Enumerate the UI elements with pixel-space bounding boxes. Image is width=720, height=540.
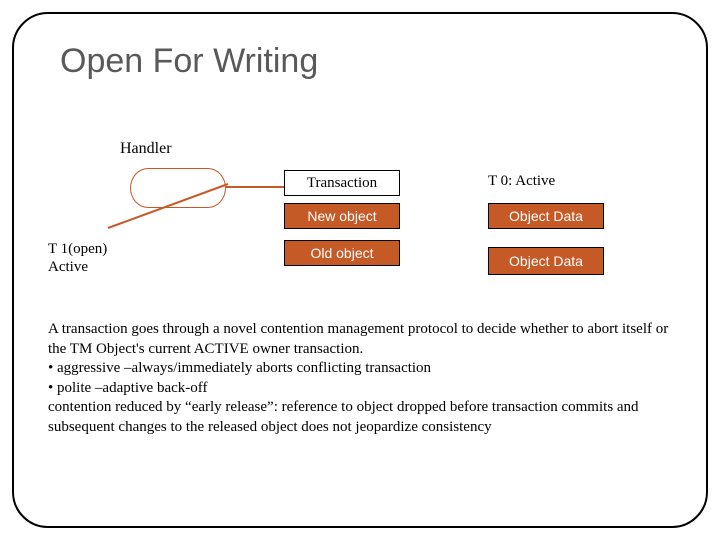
object-data-2-text: Object Data [509,253,583,269]
object-data-1-text: Object Data [509,208,583,224]
transaction-text: Transaction [307,175,377,192]
object-data-1-box: Object Data [488,203,604,229]
old-object-box: Old object [284,240,400,266]
t1-line1: T 1(open) [48,240,107,258]
t1-open-label: T 1(open) Active [48,240,107,276]
object-data-2-box: Object Data [488,247,604,275]
handler-label: Handler [120,140,172,158]
old-object-text: Old object [310,245,373,261]
new-object-box: New object [284,203,400,229]
edge-t1-to-handler [100,180,240,240]
t1-line2: Active [48,258,107,276]
body-paragraph: A transaction goes through a novel conte… [48,320,672,437]
t0-active-label: T 0: Active [488,173,555,190]
page-title: Open For Writing [60,42,318,81]
transaction-box: Transaction [284,170,400,196]
new-object-text: New object [307,208,376,224]
